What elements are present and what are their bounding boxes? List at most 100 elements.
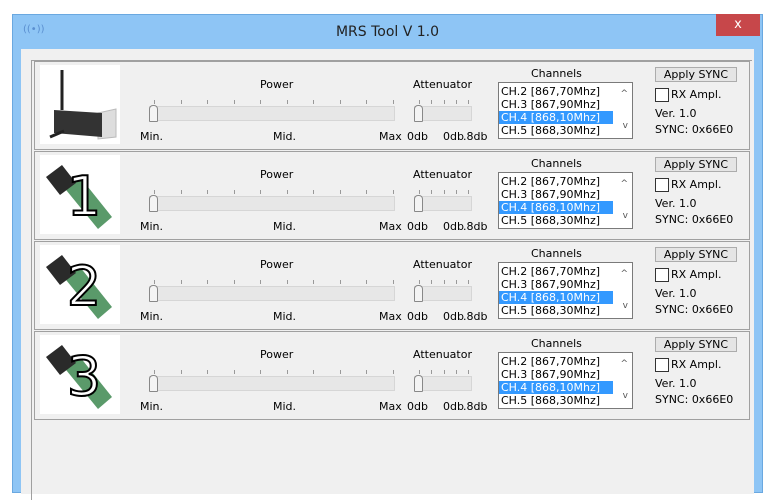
attenuator-slider-thumb[interactable]: [414, 195, 423, 212]
power-label: Power: [260, 78, 294, 91]
device-number: 2: [67, 255, 101, 318]
rx-ampl-checkbox[interactable]: [655, 178, 669, 192]
power-slider-thumb[interactable]: [149, 195, 158, 212]
power-min-label: Min.: [140, 400, 164, 413]
version-label: Ver. 1.0: [655, 197, 697, 210]
scroll-down-icon[interactable]: v: [622, 121, 628, 131]
sync-label: SYNC: 0x66E0: [655, 393, 734, 406]
device-row: 3 Power Min. Mid. Max Attenuator 0db 0db…: [34, 331, 750, 420]
channel-option[interactable]: CH.3 [867,90Mhz]: [501, 188, 601, 201]
scroll-up-icon[interactable]: ^: [620, 269, 628, 279]
power-slider[interactable]: [149, 196, 395, 211]
attenuator-max-label: .8db: [463, 400, 488, 413]
channel-option[interactable]: CH.2 [867,70Mhz]: [501, 265, 601, 278]
version-label: Ver. 1.0: [655, 377, 697, 390]
channel-option[interactable]: CH.2 [867,70Mhz]: [501, 85, 601, 98]
attenuator-slider-thumb[interactable]: [414, 285, 423, 302]
channel-listbox[interactable]: CH.2 [867,70Mhz] CH.3 [867,90Mhz] CH.4 [86…: [498, 352, 633, 409]
device-row: 1 Power Min. Mid. Max Attenuator 0db 0db…: [34, 151, 750, 240]
channel-listbox[interactable]: CH.2 [867,70Mhz] CH.3 [867,90Mhz] CH.4 [86…: [498, 82, 633, 139]
power-max-label: Max: [379, 400, 402, 413]
attenuator-ticks: [419, 280, 469, 284]
power-ticks: [154, 370, 394, 374]
channel-option[interactable]: CH.5 [868,30Mhz]: [501, 124, 601, 137]
device-image: 2: [40, 245, 120, 324]
power-max-label: Max: [379, 220, 402, 233]
apply-sync-button[interactable]: Apply SYNC: [655, 337, 737, 352]
attenuator-min-label: 0db: [407, 400, 428, 413]
channel-option[interactable]: CH.5 [868,30Mhz]: [501, 304, 601, 317]
attenuator-label: Attenuator: [413, 258, 472, 271]
power-ticks: [154, 280, 394, 284]
attenuator-mid-label: 0db: [443, 130, 464, 143]
channel-option[interactable]: CH.4 [868,10Mhz]: [499, 111, 613, 124]
rx-ampl-checkbox[interactable]: [655, 88, 669, 102]
channels-label: Channels: [531, 157, 582, 170]
power-max-label: Max: [379, 310, 402, 323]
channel-option[interactable]: CH.4 [868,10Mhz]: [499, 381, 613, 394]
channel-option[interactable]: CH.5 [868,30Mhz]: [501, 394, 601, 407]
power-slider-thumb[interactable]: [149, 105, 158, 122]
close-button[interactable]: x: [716, 14, 760, 36]
scroll-up-icon[interactable]: ^: [620, 89, 628, 99]
power-min-label: Min.: [140, 130, 164, 143]
channel-option[interactable]: CH.3 [867,90Mhz]: [501, 98, 601, 111]
channel-listbox[interactable]: CH.2 [867,70Mhz] CH.3 [867,90Mhz] CH.4 [86…: [498, 262, 633, 319]
scroll-down-icon[interactable]: v: [622, 301, 628, 311]
power-slider[interactable]: [149, 106, 395, 121]
attenuator-min-label: 0db: [407, 130, 428, 143]
channel-option[interactable]: CH.5 [868,30Mhz]: [501, 214, 601, 227]
attenuator-min-label: 0db: [407, 220, 428, 233]
attenuator-max-label: .8db: [463, 310, 488, 323]
scroll-up-icon[interactable]: ^: [620, 179, 628, 189]
rx-ampl-label: RX Ampl.: [671, 268, 722, 281]
power-min-label: Min.: [140, 310, 164, 323]
channel-option[interactable]: CH.2 [867,70Mhz]: [501, 355, 601, 368]
attenuator-min-label: 0db: [407, 310, 428, 323]
power-slider[interactable]: [149, 286, 395, 301]
channel-option[interactable]: CH.3 [867,90Mhz]: [501, 368, 601, 381]
attenuator-max-label: .8db: [463, 220, 488, 233]
channel-option[interactable]: CH.2 [867,70Mhz]: [501, 175, 601, 188]
power-label: Power: [260, 168, 294, 181]
attenuator-ticks: [419, 370, 469, 374]
channels-label: Channels: [531, 67, 582, 80]
apply-sync-button[interactable]: Apply SYNC: [655, 157, 737, 172]
attenuator-mid-label: 0db: [443, 310, 464, 323]
attenuator-label: Attenuator: [413, 78, 472, 91]
device-number: 1: [67, 165, 101, 228]
channel-listbox[interactable]: CH.2 [867,70Mhz] CH.3 [867,90Mhz] CH.4 [86…: [498, 172, 633, 229]
sync-label: SYNC: 0x66E0: [655, 303, 734, 316]
device-panel: Power Min. Mid. Max Attenuator 0db 0db .…: [31, 60, 752, 500]
power-ticks: [154, 190, 394, 194]
antenna-icon: ((•)): [23, 24, 45, 35]
attenuator-max-label: .8db: [463, 130, 488, 143]
power-min-label: Min.: [140, 220, 164, 233]
power-slider-thumb[interactable]: [149, 375, 158, 392]
apply-sync-button[interactable]: Apply SYNC: [655, 247, 737, 262]
attenuator-slider-thumb[interactable]: [414, 105, 423, 122]
scroll-down-icon[interactable]: v: [622, 391, 628, 401]
rx-ampl-label: RX Ampl.: [671, 88, 722, 101]
apply-sync-button[interactable]: Apply SYNC: [655, 67, 737, 82]
power-mid-label: Mid.: [273, 130, 297, 143]
power-mid-label: Mid.: [273, 310, 297, 323]
rx-ampl-checkbox[interactable]: [655, 268, 669, 282]
channel-option[interactable]: CH.4 [868,10Mhz]: [499, 201, 613, 214]
power-label: Power: [260, 258, 294, 271]
sync-label: SYNC: 0x66E0: [655, 123, 734, 136]
scroll-down-icon[interactable]: v: [622, 211, 628, 221]
device-image: 3: [40, 335, 120, 414]
scroll-up-icon[interactable]: ^: [620, 359, 628, 369]
attenuator-slider-thumb[interactable]: [414, 375, 423, 392]
power-slider[interactable]: [149, 376, 395, 391]
attenuator-ticks: [419, 100, 469, 104]
version-label: Ver. 1.0: [655, 287, 697, 300]
channel-option[interactable]: CH.3 [867,90Mhz]: [501, 278, 601, 291]
power-label: Power: [260, 348, 294, 361]
channels-label: Channels: [531, 247, 582, 260]
device-row: Power Min. Mid. Max Attenuator 0db 0db .…: [34, 61, 750, 150]
channel-option[interactable]: CH.4 [868,10Mhz]: [499, 291, 613, 304]
power-slider-thumb[interactable]: [149, 285, 158, 302]
rx-ampl-checkbox[interactable]: [655, 358, 669, 372]
